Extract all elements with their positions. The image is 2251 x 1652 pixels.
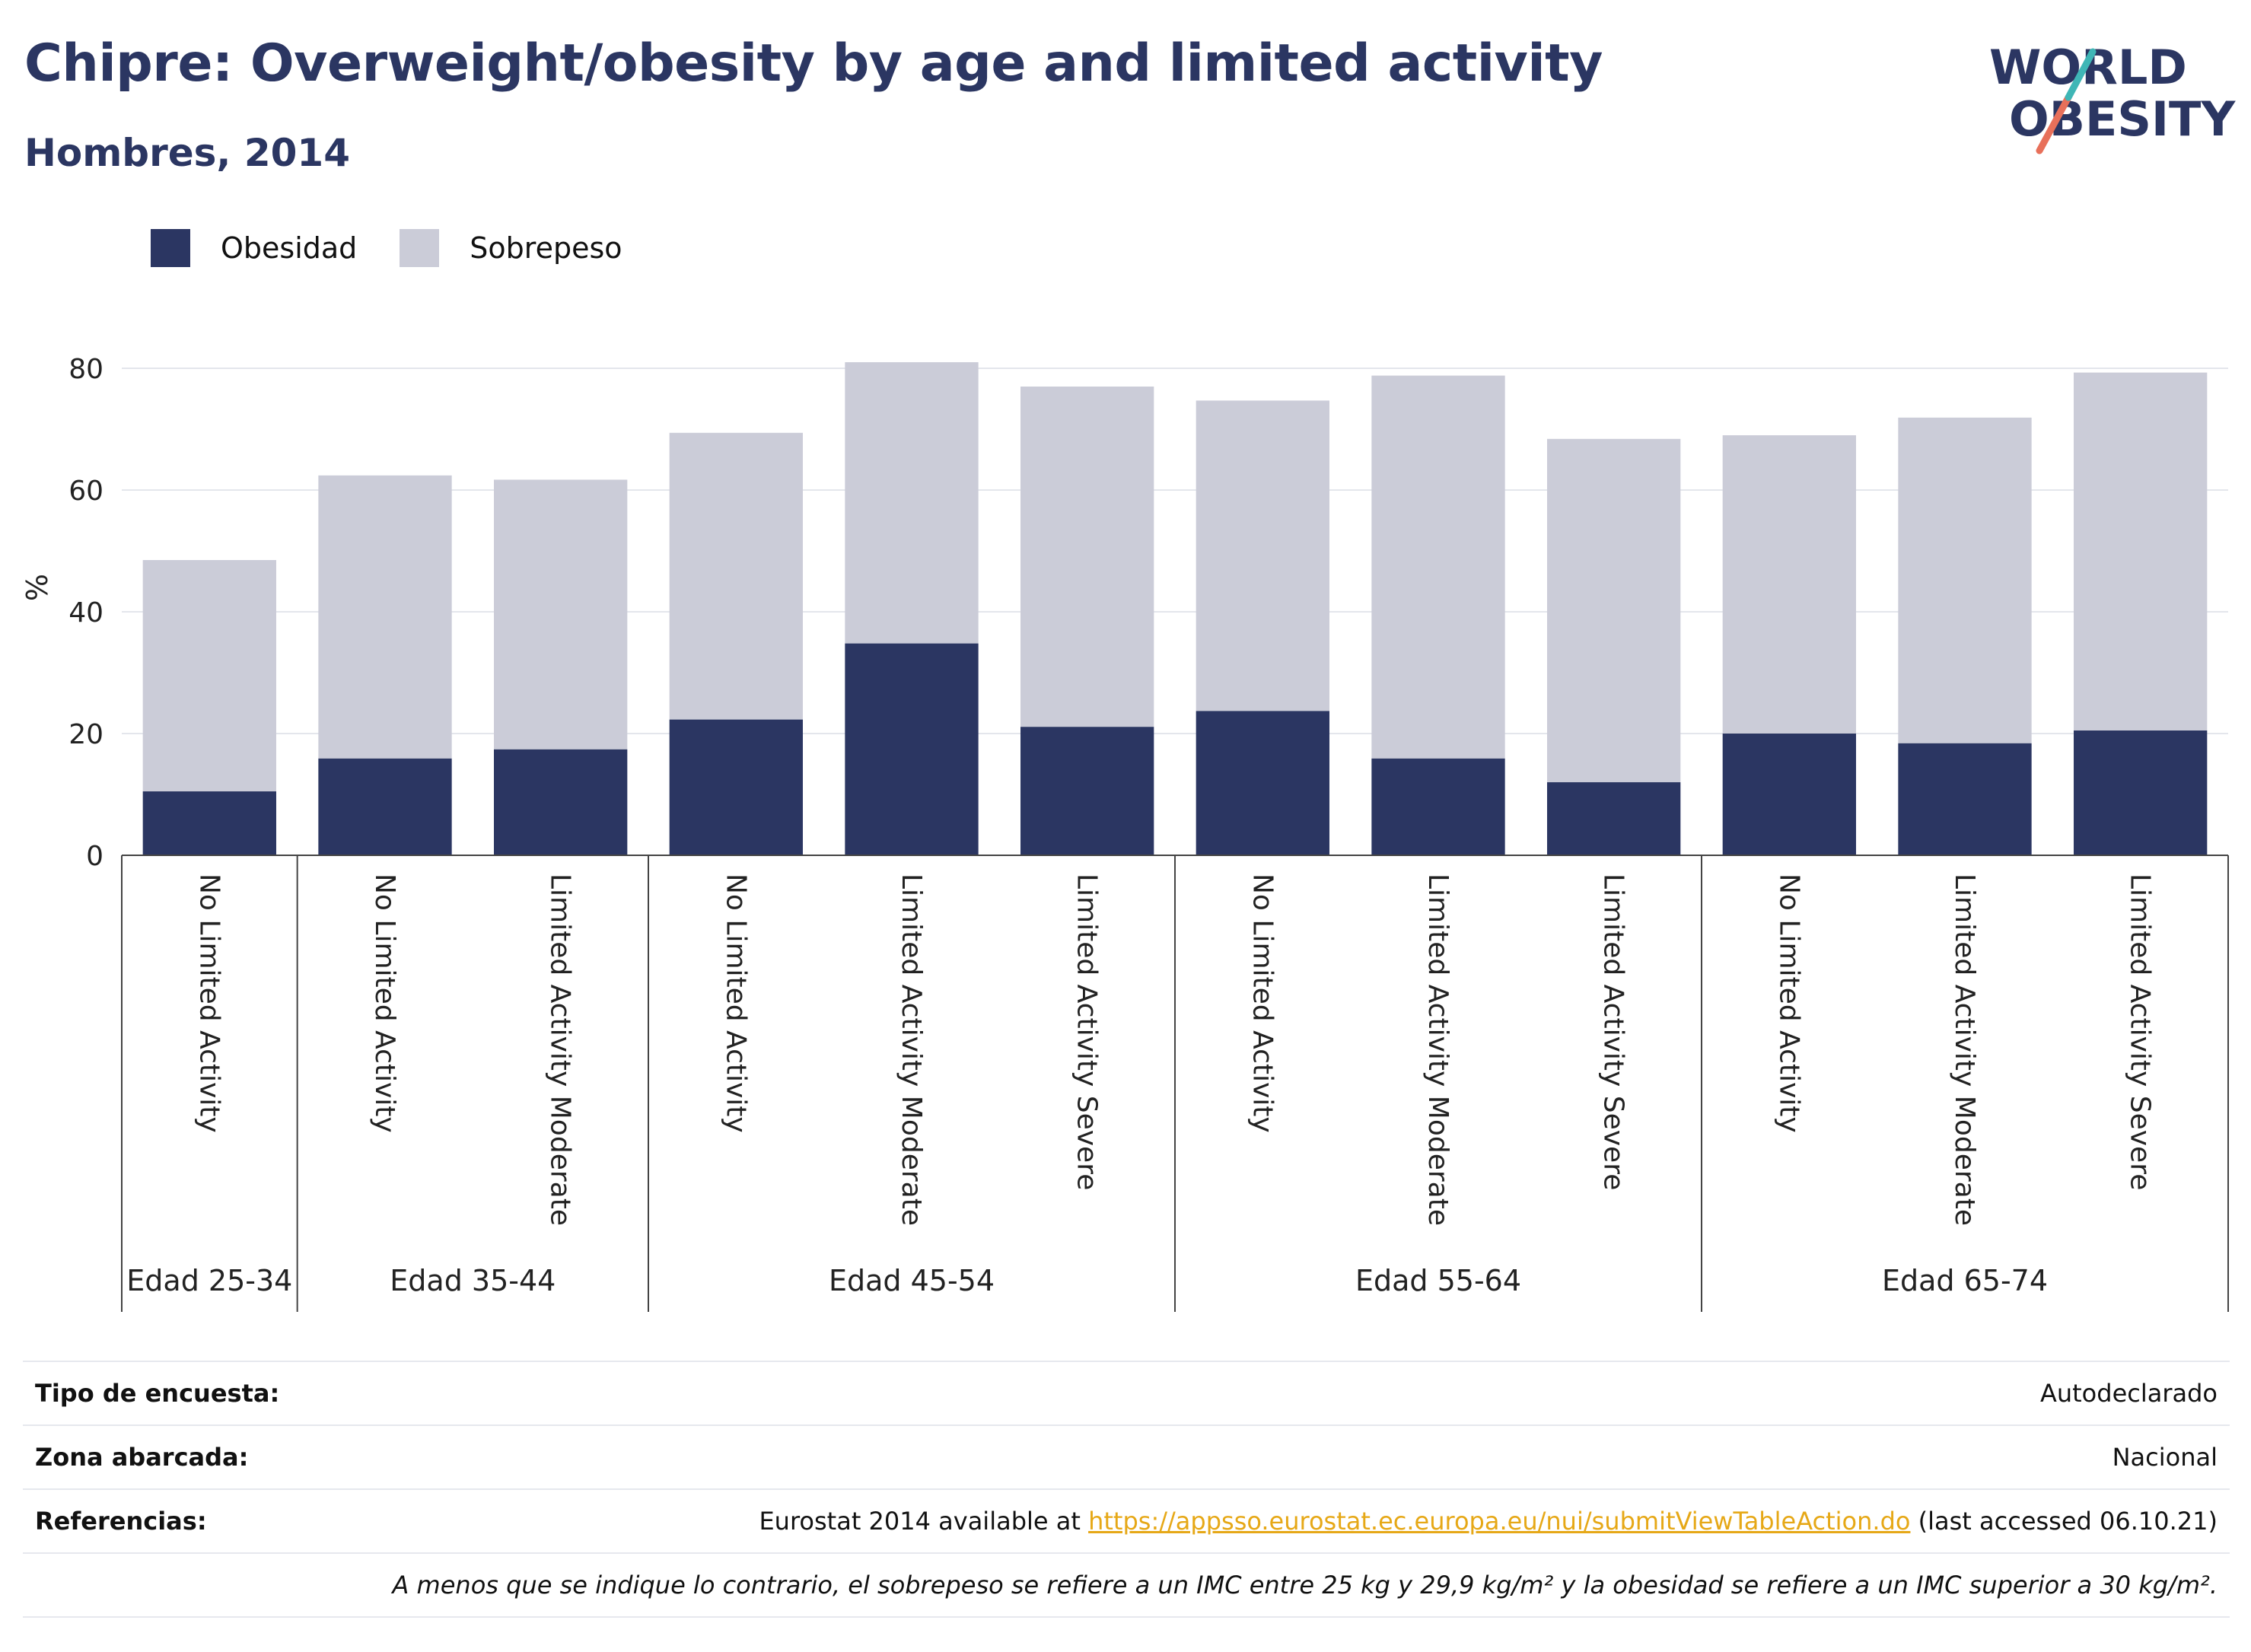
bar-obesity [1547,782,1681,855]
note-row: A menos que se indique lo contrario, el … [23,1552,2230,1618]
survey-type-row: Tipo de encuesta: Autodeclarado [23,1361,2230,1424]
bar-overweight [1898,417,2032,743]
legend-label-overweight: Sobrepeso [470,231,622,265]
bar-overweight [669,432,803,720]
area-label: Zona abarcada: [35,1443,249,1472]
y-tick-label: 60 [68,476,103,507]
bar-overweight [1371,375,1505,759]
x-category-label: Limited Activity Moderate [1949,874,1980,1226]
bar-obesity [1196,711,1329,855]
references-link[interactable]: https://appsso.eurostat.ec.europa.eu/nui… [1088,1507,1911,1536]
x-category-label: No Limited Activity [1246,874,1278,1133]
chart-subtitle: Hombres, 2014 [24,131,350,175]
x-group-label: Edad 45-54 [829,1264,995,1297]
x-group-label: Edad 55-64 [1355,1264,1521,1297]
y-tick-label: 80 [68,354,103,385]
bar-overweight [2074,372,2208,731]
bar-overweight [845,362,979,644]
bar-obesity [1722,734,1856,855]
bar-overweight [1196,400,1329,711]
bar-obesity [142,791,276,855]
world-obesity-logo: WORLD OBESITY [1989,40,2236,154]
bar-obesity [318,758,452,855]
chart-title: Chipre: Overweight/obesity by age and li… [24,33,1603,94]
bar-obesity [1020,727,1154,855]
bar-obesity [845,643,979,855]
legend: Obesidad Sobrepeso [151,225,665,271]
bar-obesity [494,749,628,855]
bar-overweight [1722,435,1856,734]
x-category-label: Limited Activity Moderate [545,874,576,1226]
x-category-label: Limited Activity Moderate [1422,874,1453,1226]
bar-overweight [318,475,452,759]
definition-note: A menos que se indique lo contrario, el … [392,1571,2218,1599]
x-category-label: No Limited Activity [720,874,751,1133]
x-category-label: Limited Activity Moderate [896,874,927,1226]
bar-overweight [1547,438,1681,782]
x-group-label: Edad 65-74 [1882,1264,2048,1297]
references-label: Referencias: [35,1507,207,1536]
references-prefix: Eurostat 2014 available at [759,1507,1089,1536]
x-category-label: No Limited Activity [369,874,400,1133]
references-suffix: (last accessed 06.10.21) [1910,1507,2218,1536]
area-row: Zona abarcada: Nacional [23,1424,2230,1488]
survey-type-value: Autodeclarado [2039,1379,2218,1408]
bar-obesity [2074,731,2208,855]
x-category-label: No Limited Activity [1773,874,1804,1133]
metadata-table: Tipo de encuesta: Autodeclarado Zona aba… [23,1361,2230,1618]
logo-slash-teal [2065,48,2097,101]
bar-overweight [142,560,276,791]
x-category-label: Limited Activity Severe [1598,874,1629,1190]
legend-swatch-overweight [400,229,440,267]
y-tick-label: 20 [68,719,103,750]
legend-swatch-obesity [151,229,190,267]
area-value: Nacional [2112,1443,2218,1472]
survey-type-label: Tipo de encuesta: [35,1379,280,1408]
logo-slash-coral [2036,94,2072,154]
legend-item-overweight: Sobrepeso [400,229,622,267]
x-category-label: No Limited Activity [193,874,224,1133]
legend-label-obesity: Obesidad [221,231,358,265]
bar-obesity [669,719,803,855]
bar-overweight [1020,387,1154,727]
references-value: Eurostat 2014 available at https://appss… [759,1507,2230,1536]
y-tick-label: 40 [68,597,103,629]
y-axis-label: % [21,574,54,601]
x-group-label: Edad 35-44 [390,1264,556,1297]
x-group-label: Edad 25-34 [126,1264,292,1297]
references-row: Referencias: Eurostat 2014 available at … [23,1488,2230,1552]
x-category-label: Limited Activity Severe [1071,874,1103,1190]
bar-overweight [494,479,628,750]
y-tick-label: 0 [86,841,103,872]
bar-obesity [1898,743,2032,855]
legend-item-obesity: Obesidad [151,229,357,267]
bar-chart: 0 20 40 60 80% No Limited Activity No Limited … [21,354,2229,1312]
bar-obesity [1371,758,1505,855]
x-category-label: Limited Activity Severe [2125,874,2156,1190]
